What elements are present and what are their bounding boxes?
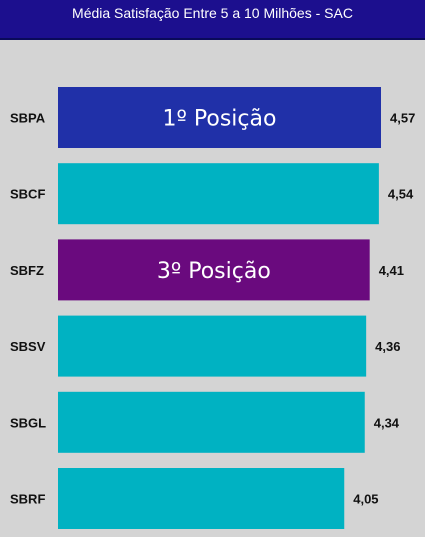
value-label-sbsv: 4,36 bbox=[375, 339, 400, 354]
category-label-sbgl: SBGL bbox=[10, 415, 46, 430]
annotation-sbfz: 3º Posição bbox=[157, 259, 271, 284]
value-label-sbcf: 4,54 bbox=[388, 187, 414, 202]
category-label-sbsv: SBSV bbox=[10, 339, 46, 354]
bar-sbgl bbox=[58, 391, 365, 453]
bar-sbcf bbox=[58, 163, 379, 225]
category-label-sbrf: SBRF bbox=[10, 492, 45, 507]
category-label-sbpa: SBPA bbox=[10, 111, 46, 126]
category-label-sbfz: SBFZ bbox=[10, 263, 44, 278]
bars-group: SBPA 4,57 1º Posição SBCF 4,54 SBFZ 4,41 3º Pos… bbox=[10, 87, 415, 529]
bar-sbfz bbox=[58, 239, 370, 301]
category-label-sbcf: SBCF bbox=[10, 187, 45, 202]
chart-title: Média Satisfação Entre 5 a 10 Milhões - … bbox=[72, 5, 353, 21]
chart-title-bar: Média Satisfação Entre 5 a 10 Milhões - … bbox=[0, 0, 425, 40]
value-label-sbpa: 4,57 bbox=[390, 111, 415, 126]
annotation-sbpa: 1º Posição bbox=[163, 107, 277, 132]
value-label-sbrf: 4,05 bbox=[353, 492, 378, 507]
bar-sbpa bbox=[58, 87, 381, 148]
value-label-sbfz: 4,41 bbox=[379, 263, 404, 278]
bar-sbsv bbox=[58, 315, 367, 377]
bar-sbrf bbox=[58, 468, 345, 529]
value-label-sbgl: 4,34 bbox=[374, 415, 400, 430]
